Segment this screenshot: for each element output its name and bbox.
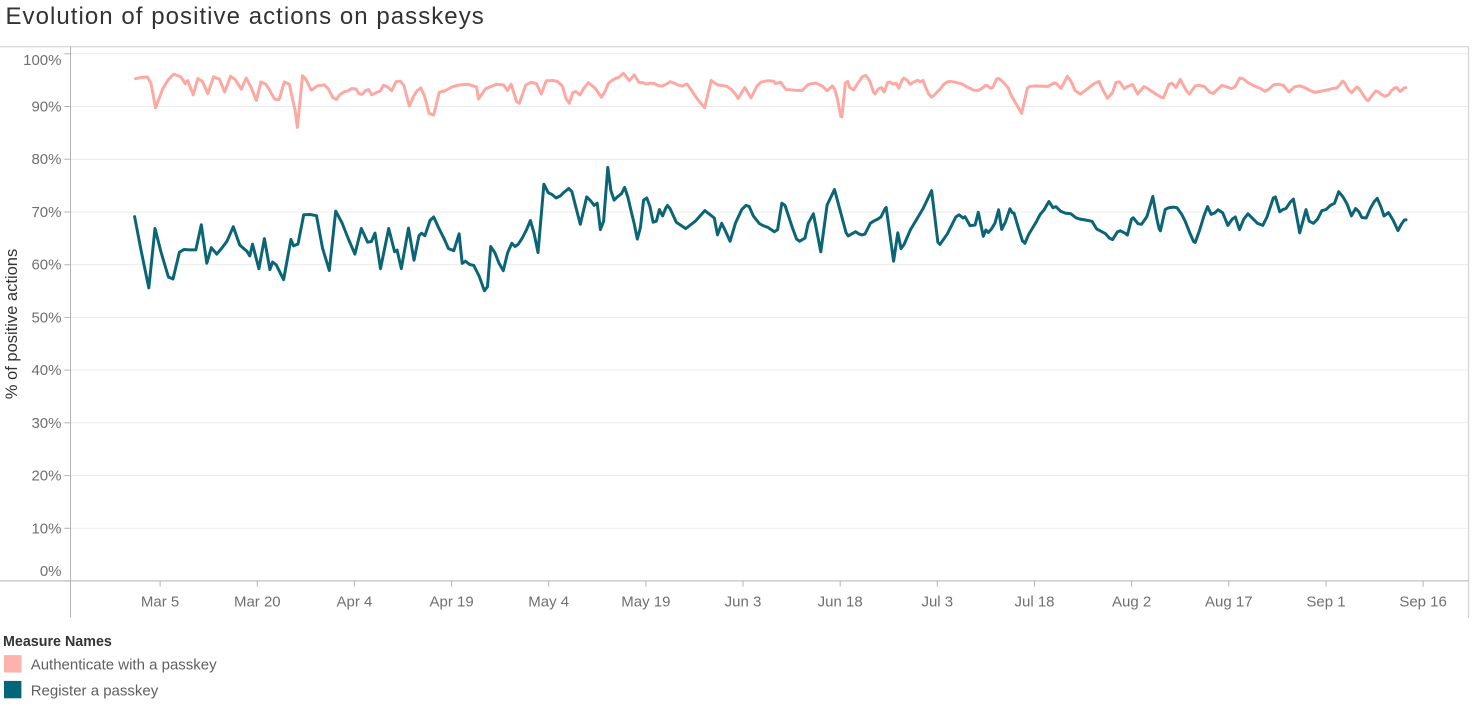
svg-text:10%: 10% <box>31 520 61 537</box>
svg-text:% of positive actions: % of positive actions <box>3 249 21 399</box>
svg-text:50%: 50% <box>31 309 61 326</box>
svg-text:100%: 100% <box>23 52 61 69</box>
svg-text:Sep 1: Sep 1 <box>1306 594 1345 611</box>
svg-text:Sep 16: Sep 16 <box>1399 594 1447 611</box>
svg-text:Mar 5: Mar 5 <box>141 594 179 611</box>
svg-text:90%: 90% <box>31 99 61 116</box>
svg-text:Jul 3: Jul 3 <box>921 594 953 611</box>
svg-text:Authenticate with a passkey: Authenticate with a passkey <box>31 657 217 674</box>
svg-text:Aug 2: Aug 2 <box>1112 594 1151 611</box>
svg-text:Mar 20: Mar 20 <box>234 594 281 611</box>
svg-text:Jul 18: Jul 18 <box>1014 594 1054 611</box>
svg-text:60%: 60% <box>31 257 61 274</box>
svg-text:20%: 20% <box>31 468 61 485</box>
svg-text:Evolution of positive actions: Evolution of positive actions on passkey… <box>6 3 485 30</box>
svg-text:70%: 70% <box>31 204 61 221</box>
svg-text:40%: 40% <box>31 362 61 379</box>
svg-text:May 4: May 4 <box>528 594 569 611</box>
svg-text:Jun 3: Jun 3 <box>725 594 762 611</box>
svg-text:Register a passkey: Register a passkey <box>31 682 159 699</box>
svg-text:30%: 30% <box>31 415 61 432</box>
svg-text:0%: 0% <box>40 563 62 580</box>
svg-text:Apr 19: Apr 19 <box>429 594 473 611</box>
svg-text:May 19: May 19 <box>621 594 670 611</box>
svg-text:Jun 18: Jun 18 <box>818 594 863 611</box>
svg-text:Apr 4: Apr 4 <box>336 594 372 611</box>
svg-text:80%: 80% <box>31 151 61 168</box>
svg-text:Aug 17: Aug 17 <box>1205 594 1253 611</box>
svg-text:Measure Names: Measure Names <box>3 634 112 650</box>
